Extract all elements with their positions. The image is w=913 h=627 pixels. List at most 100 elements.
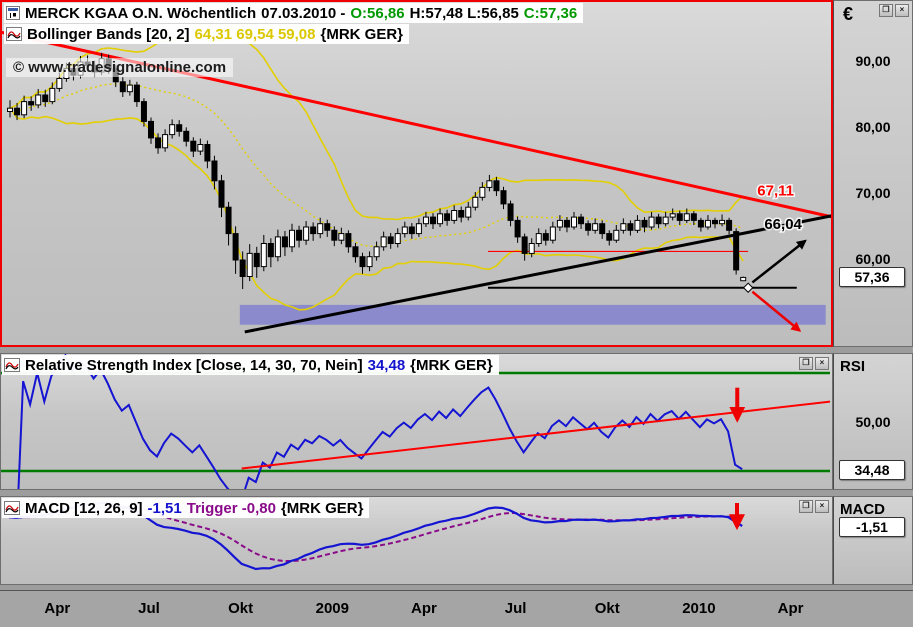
candle-body [197, 144, 204, 152]
rsi-value-tag: 34,48 [839, 460, 905, 481]
candle-body [613, 229, 620, 241]
candle-body [253, 252, 260, 268]
price-axis[interactable]: € ❐ × 57,36 90,00 80,00 70,00 60,00 [833, 0, 913, 347]
candle-body [366, 256, 373, 268]
trendline-price-label: 67,11 [757, 182, 794, 199]
candle-body [422, 216, 429, 225]
price-tick: 60,00 [855, 251, 891, 267]
candle-body [232, 233, 239, 261]
candle-body [140, 101, 147, 122]
time-axis-label: Okt [228, 600, 254, 617]
price-tick: 70,00 [855, 185, 891, 201]
time-axis-label: Jul [504, 600, 527, 617]
time-axis-label: Apr [411, 600, 437, 617]
bollinger-title-bar[interactable]: Bollinger Bands [20, 2] 64,31 69,54 59,0… [4, 24, 410, 44]
candle-body [493, 180, 500, 192]
rsi-axis-caption: RSI [840, 358, 866, 375]
candle-body [472, 196, 479, 208]
candle-body [289, 229, 295, 248]
indicator-wave-icon [6, 27, 22, 41]
candle-body [740, 276, 747, 282]
candle-body [183, 130, 190, 142]
macd-panel[interactable]: MACD [12, 26, 9] -1,51 Trigger -0,80 {MR… [0, 496, 833, 585]
rsi-title-bar[interactable]: Relative Strength Index [Close, 14, 30, … [2, 355, 499, 375]
restore-button[interactable]: ❐ [799, 357, 813, 370]
candle-body [246, 252, 253, 277]
main-price-panel[interactable]: 67,11 66,04 MERCK KGAA O.N. Wöchentlich 0… [0, 0, 833, 347]
restore-button[interactable]: ❐ [879, 4, 893, 17]
macd-title-bar[interactable]: MACD [12, 26, 9] -1,51 Trigger -0,80 {MR… [2, 498, 370, 518]
candle-body [303, 226, 310, 241]
panel-window-buttons: ❐ × [799, 500, 829, 513]
time-axis[interactable]: Apr Jul Okt 2009 Apr Jul Okt 2010 Apr [0, 590, 913, 627]
candle-body [359, 256, 366, 268]
rsi-axis[interactable]: RSI 50,00 34,48 [833, 353, 913, 490]
candle-body [119, 81, 126, 93]
candle-body [310, 226, 317, 235]
candle-body [148, 120, 154, 139]
candle-body [726, 219, 733, 231]
candle-body [458, 210, 465, 218]
candle-body [634, 219, 641, 231]
candle-body [331, 229, 338, 241]
bollinger-values: 64,31 69,54 59,08 [194, 25, 316, 43]
candle-body [599, 223, 606, 235]
candle-body [697, 219, 704, 228]
candle-body [14, 107, 21, 116]
restore-button[interactable]: ❐ [799, 500, 813, 513]
candle-body [352, 246, 359, 258]
macd-trigger-value: Trigger -0,80 [186, 499, 276, 517]
candle-body [556, 219, 563, 228]
candle-body [211, 160, 218, 182]
candle-body [155, 137, 162, 149]
candle-body [507, 203, 514, 221]
macd-axis-caption: MACD [840, 501, 885, 518]
panel-window-buttons: ❐ × [879, 4, 909, 17]
candle-body [267, 243, 274, 258]
main-chart-canvas[interactable]: 67,11 66,04 [2, 2, 831, 345]
candle-body [296, 229, 303, 241]
bollinger-lower-band [9, 107, 744, 311]
close-button[interactable]: × [815, 357, 829, 370]
candle-body [655, 216, 662, 225]
support-uptrend-line[interactable] [244, 214, 831, 334]
candle-body [669, 213, 676, 218]
instrument-title-bar[interactable]: MERCK KGAA O.N. Wöchentlich 07.03.2010 -… [4, 3, 584, 23]
close-button[interactable]: × [815, 500, 829, 513]
candle-body [444, 213, 451, 221]
candle-body [380, 236, 387, 248]
instrument-name: MERCK KGAA O.N. Wöchentlich [25, 4, 257, 22]
candle-body [690, 213, 697, 221]
rsi-trendline[interactable] [241, 400, 830, 470]
candle-body [571, 216, 577, 228]
candle-body [373, 246, 380, 258]
candle-body [620, 223, 627, 231]
rsi-value: 34,48 [367, 356, 406, 374]
rsi-panel[interactable]: Relative Strength Index [Close, 14, 30, … [0, 353, 833, 490]
candle-body [627, 223, 634, 231]
macd-axis[interactable]: MACD -1,51 [833, 496, 913, 585]
breakdown-scenario-arrow[interactable] [751, 290, 802, 332]
candle-body [190, 140, 197, 152]
candle-body [465, 206, 472, 218]
candle-body [42, 94, 49, 103]
bollinger-symbol: {MRK GER} [320, 25, 404, 43]
time-axis-label: Apr [777, 600, 804, 617]
close-button[interactable]: × [895, 4, 909, 17]
candle-body [712, 219, 718, 225]
price-tick: 80,00 [855, 119, 891, 135]
candle-body [324, 223, 331, 231]
breakout-up-scenario-arrow[interactable] [751, 239, 807, 284]
candle-body [719, 219, 726, 225]
candle-body [21, 101, 28, 116]
candle-body [281, 236, 288, 248]
candle-body [218, 180, 225, 208]
candle-body [542, 233, 549, 241]
rsi-line [17, 354, 743, 489]
bollinger-label: Bollinger Bands [20, 2] [27, 25, 190, 43]
time-axis-label: Jul [138, 600, 160, 617]
candle-body [486, 180, 493, 188]
time-axis-label: 2009 [315, 600, 349, 617]
quote-high-low: H:57,48 L:56,85 [409, 4, 519, 22]
candle-body [162, 134, 169, 149]
